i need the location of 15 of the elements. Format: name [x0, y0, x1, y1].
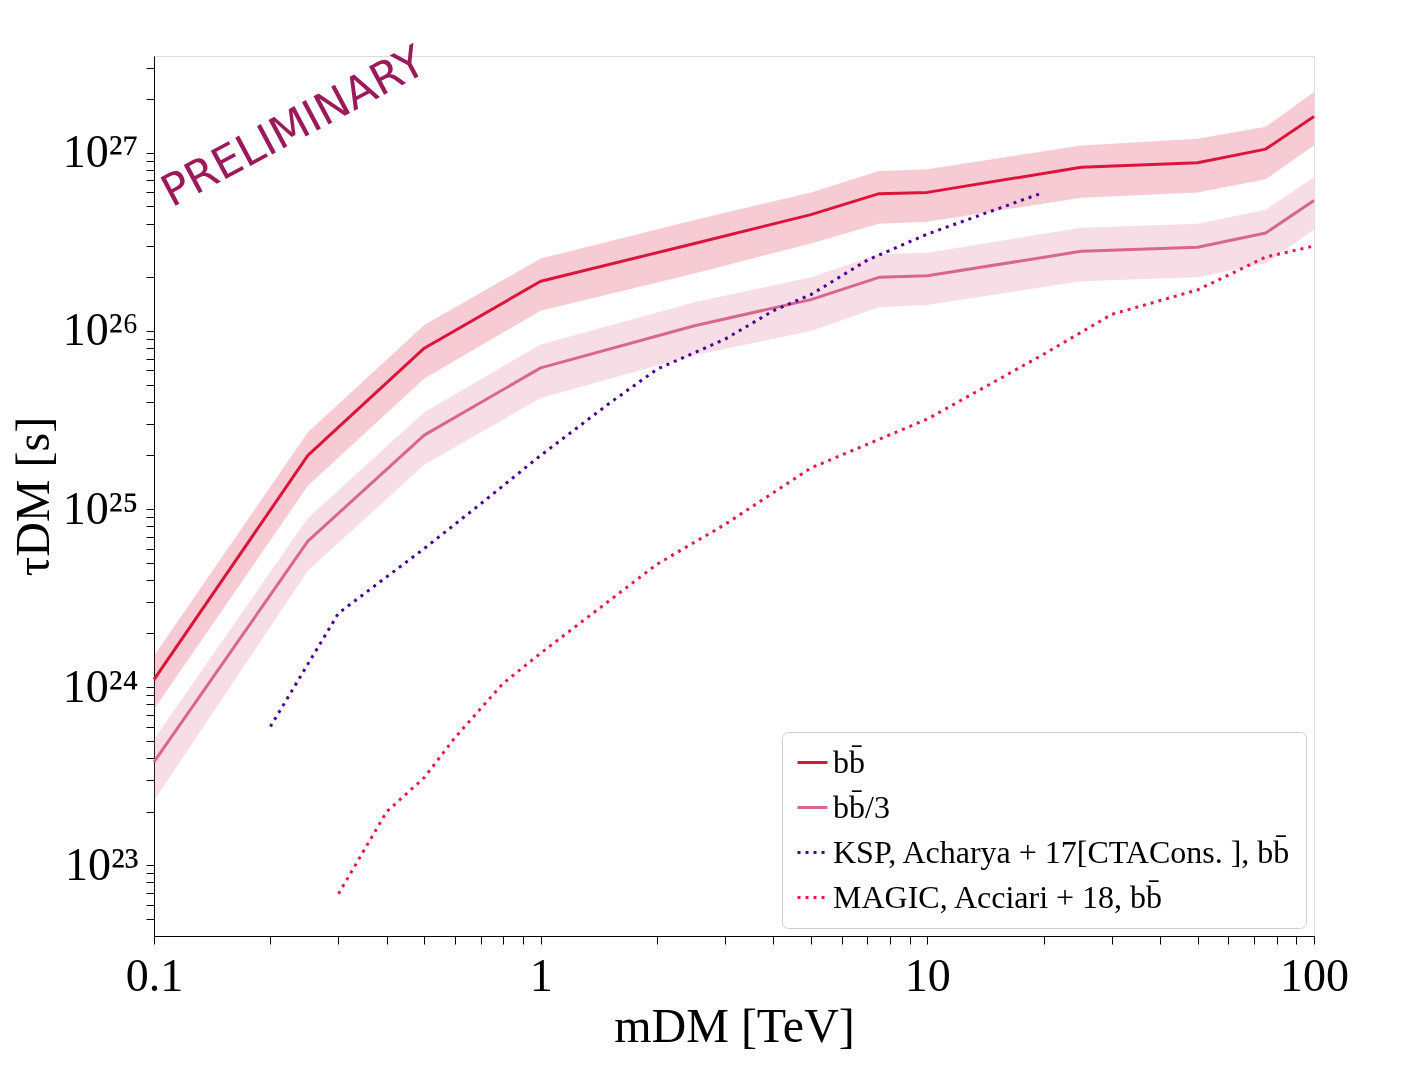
legend-label: KSP, Acharya + 17[CTACons. ], bb̄ — [833, 833, 1290, 870]
y-tick-label: 10²⁴ — [62, 660, 139, 712]
x-tick-label: 10 — [904, 949, 951, 1001]
x-axis-title: mDM [TeV] — [614, 998, 855, 1052]
x-tick-label: 1 — [529, 949, 553, 1001]
x-tick-label: 100 — [1280, 949, 1349, 1001]
legend-label: MAGIC, Acciari + 18, bb̄ — [833, 878, 1163, 915]
y-tick-label: 10²⁵ — [62, 482, 139, 534]
y-tick-label: 10²³ — [64, 838, 139, 890]
x-tick-label: 0.1 — [125, 949, 184, 1001]
y-tick-label: 10²⁶ — [62, 304, 139, 356]
y-tick-label: 10²⁷ — [62, 126, 139, 178]
y-axis-title: τDM [s] — [5, 416, 59, 577]
legend-label: bb̄/3 — [833, 788, 890, 825]
legend-label: bb̄ — [833, 743, 865, 780]
